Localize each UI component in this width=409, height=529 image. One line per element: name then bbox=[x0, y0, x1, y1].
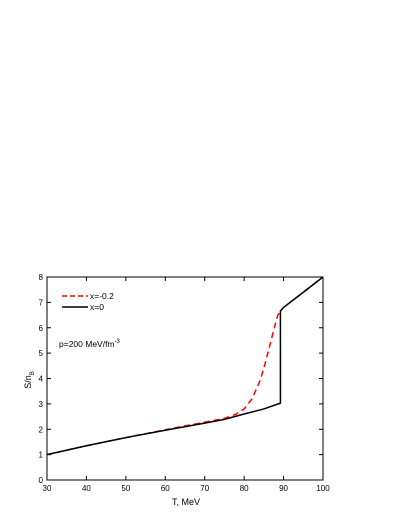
x-tick-label: 40 bbox=[82, 484, 91, 493]
legend-label-series-2: x=0 bbox=[90, 302, 104, 312]
legend-label-series-1: x=-0.2 bbox=[90, 291, 114, 301]
legend: x=-0.2 x=0 bbox=[62, 291, 114, 312]
y-axis-title-main: S/n bbox=[23, 375, 33, 389]
y-tick-label: 3 bbox=[39, 400, 44, 409]
x-tick-label: 90 bbox=[279, 484, 288, 493]
x-tick-label: 80 bbox=[240, 484, 249, 493]
pressure-annotation-text: p=200 MeV/fm bbox=[59, 339, 115, 349]
pressure-annotation: p=200 MeV/fm-3 bbox=[59, 339, 121, 349]
x-tick-label: 60 bbox=[161, 484, 170, 493]
y-tick-label: 2 bbox=[39, 425, 44, 434]
x-axis-title: T, MeV bbox=[172, 497, 200, 507]
x-tick-label: 50 bbox=[121, 484, 130, 493]
y-tick-label: 5 bbox=[39, 349, 44, 358]
x-tick-label: 100 bbox=[316, 484, 330, 493]
y-axis-title: S/nB bbox=[23, 371, 36, 389]
series-line-2 bbox=[46, 276, 324, 456]
x-tick-label: 30 bbox=[43, 484, 52, 493]
series-layer bbox=[46, 276, 324, 456]
pressure-annotation-superscript: -3 bbox=[115, 339, 121, 345]
y-axis-title-subscript: B bbox=[30, 371, 36, 375]
axis-ticks: 30 40 50 60 70 80 90 100 0 1 2 3 4 5 6 7 8 bbox=[39, 273, 331, 493]
y-tick-label: 1 bbox=[39, 451, 44, 460]
y-tick-label: 8 bbox=[39, 273, 44, 282]
y-tick-label: 4 bbox=[39, 375, 44, 384]
series-line-1 bbox=[46, 276, 324, 456]
y-tick-label: 0 bbox=[39, 476, 44, 485]
x-tick-label: 70 bbox=[200, 484, 209, 493]
y-tick-label: 7 bbox=[39, 298, 44, 307]
plot-frame bbox=[46, 276, 324, 481]
y-tick-label: 6 bbox=[39, 324, 44, 333]
